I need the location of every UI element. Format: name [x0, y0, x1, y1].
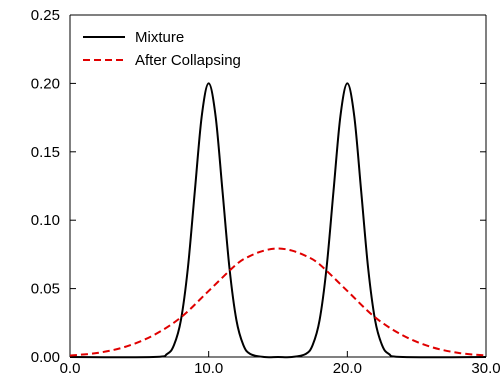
y-tick-label: 0.25	[31, 7, 60, 24]
y-tick-label: 0.10	[31, 212, 60, 229]
legend-label-mixture: Mixture	[135, 29, 184, 46]
y-tick-label: 0.05	[31, 281, 60, 298]
legend: Mixture After Collapsing	[83, 29, 241, 69]
y-tick-label: 0.20	[31, 75, 60, 92]
y-tick-label: 0.15	[31, 144, 60, 161]
series-line-after-collapsing	[69, 247, 487, 357]
x-ticks: 0.0 10.0 20.0 30.0	[60, 351, 501, 377]
x-tick-label: 20.0	[333, 360, 362, 377]
x-tick-label: 10.0	[194, 360, 223, 377]
series-line-mixture	[69, 82, 487, 359]
legend-label-after-collapsing: After Collapsing	[135, 52, 241, 69]
series-layer	[69, 82, 487, 359]
y-ticks: 0.00 0.05 0.10 0.15 0.20 0.25	[31, 7, 486, 366]
x-tick-label: 30.0	[471, 360, 500, 377]
x-tick-label: 0.0	[60, 360, 81, 377]
plot-frame	[69, 14, 487, 358]
y-tick-label: 0.00	[31, 349, 60, 366]
